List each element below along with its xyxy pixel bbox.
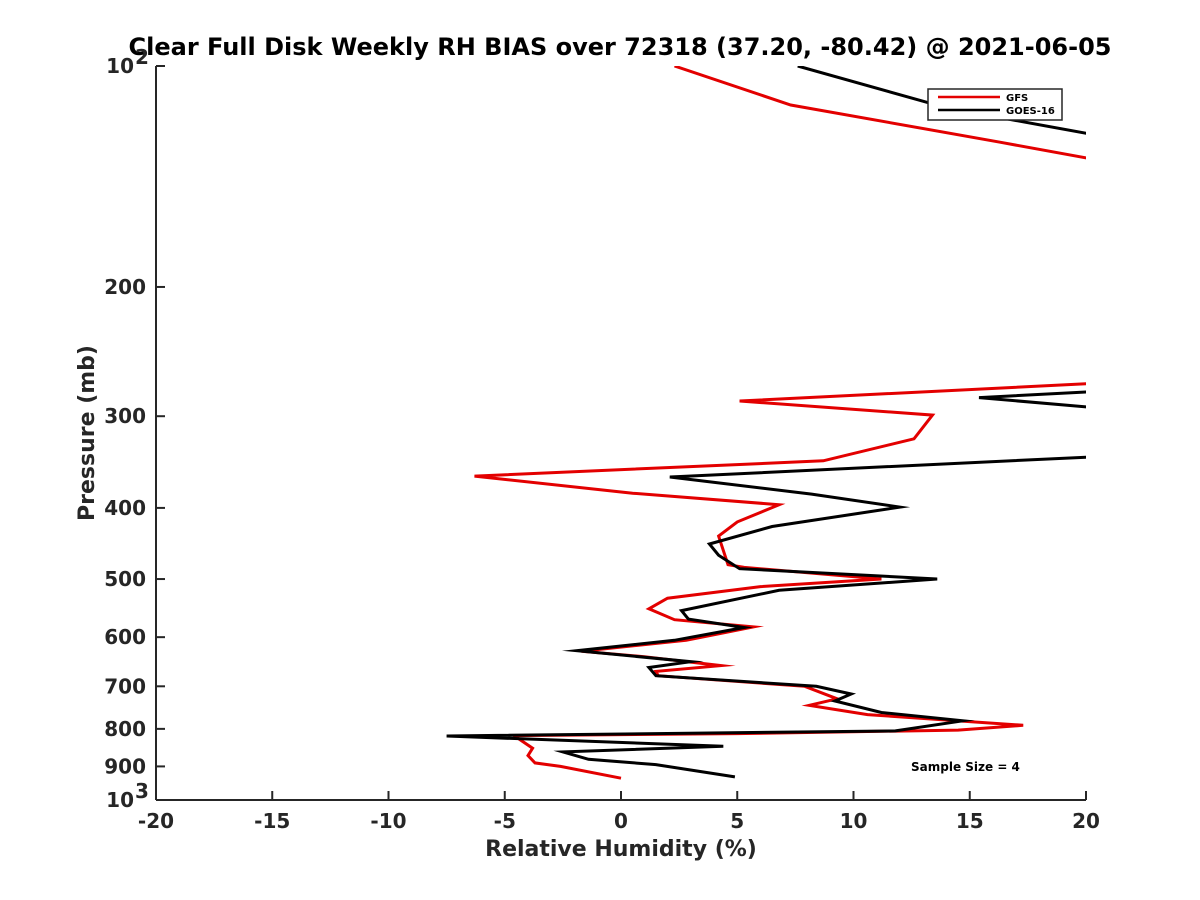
x-tick-label: -10 [370,809,406,833]
x-tick-label: 0 [614,809,628,833]
y-tick-label: 900 [104,754,146,778]
sample-size-annotation: Sample Size = 4 [911,760,1020,774]
legend-label-goes16: GOES-16 [1006,106,1055,117]
plot-area [156,66,1086,800]
y-tick-label: 500 [104,567,146,591]
x-tick-label: 10 [840,809,868,833]
legend-box [927,88,1063,121]
y-axis-title: Pressure (mb) [75,345,100,521]
x-axis-ticks: -20 -15 -10 -5 0 5 10 15 20 [138,791,1100,833]
x-tick-label: 20 [1072,809,1100,833]
x-tick-label: 5 [730,809,744,833]
x-tick-label: -5 [494,809,516,833]
x-tick-label: -15 [254,809,290,833]
y-tick-label-base: 10 [106,788,134,812]
y-tick-label-base: 10 [106,54,134,78]
x-axis-title: Relative Humidity (%) [485,837,757,862]
series-layer [446,66,1086,780]
series-line-goes16 [446,66,1086,779]
x-tick-label: -20 [138,809,174,833]
y-tick-label: 700 [104,674,146,698]
y-tick-label: 300 [104,404,146,428]
y-tick-label: 800 [104,717,146,741]
y-tick-label-exponent: 2 [135,45,149,69]
legend-label-gfs: GFS [1006,93,1028,104]
legend: GFS GOES-16 [927,88,1063,121]
y-tick-label: 400 [104,496,146,520]
x-tick-label: 15 [956,809,984,833]
y-tick-label-exponent: 3 [135,779,149,803]
y-tick-label: 600 [104,625,146,649]
y-tick-label: 200 [104,275,146,299]
chart-title: Clear Full Disk Weekly RH BIAS over 7231… [129,33,1112,61]
